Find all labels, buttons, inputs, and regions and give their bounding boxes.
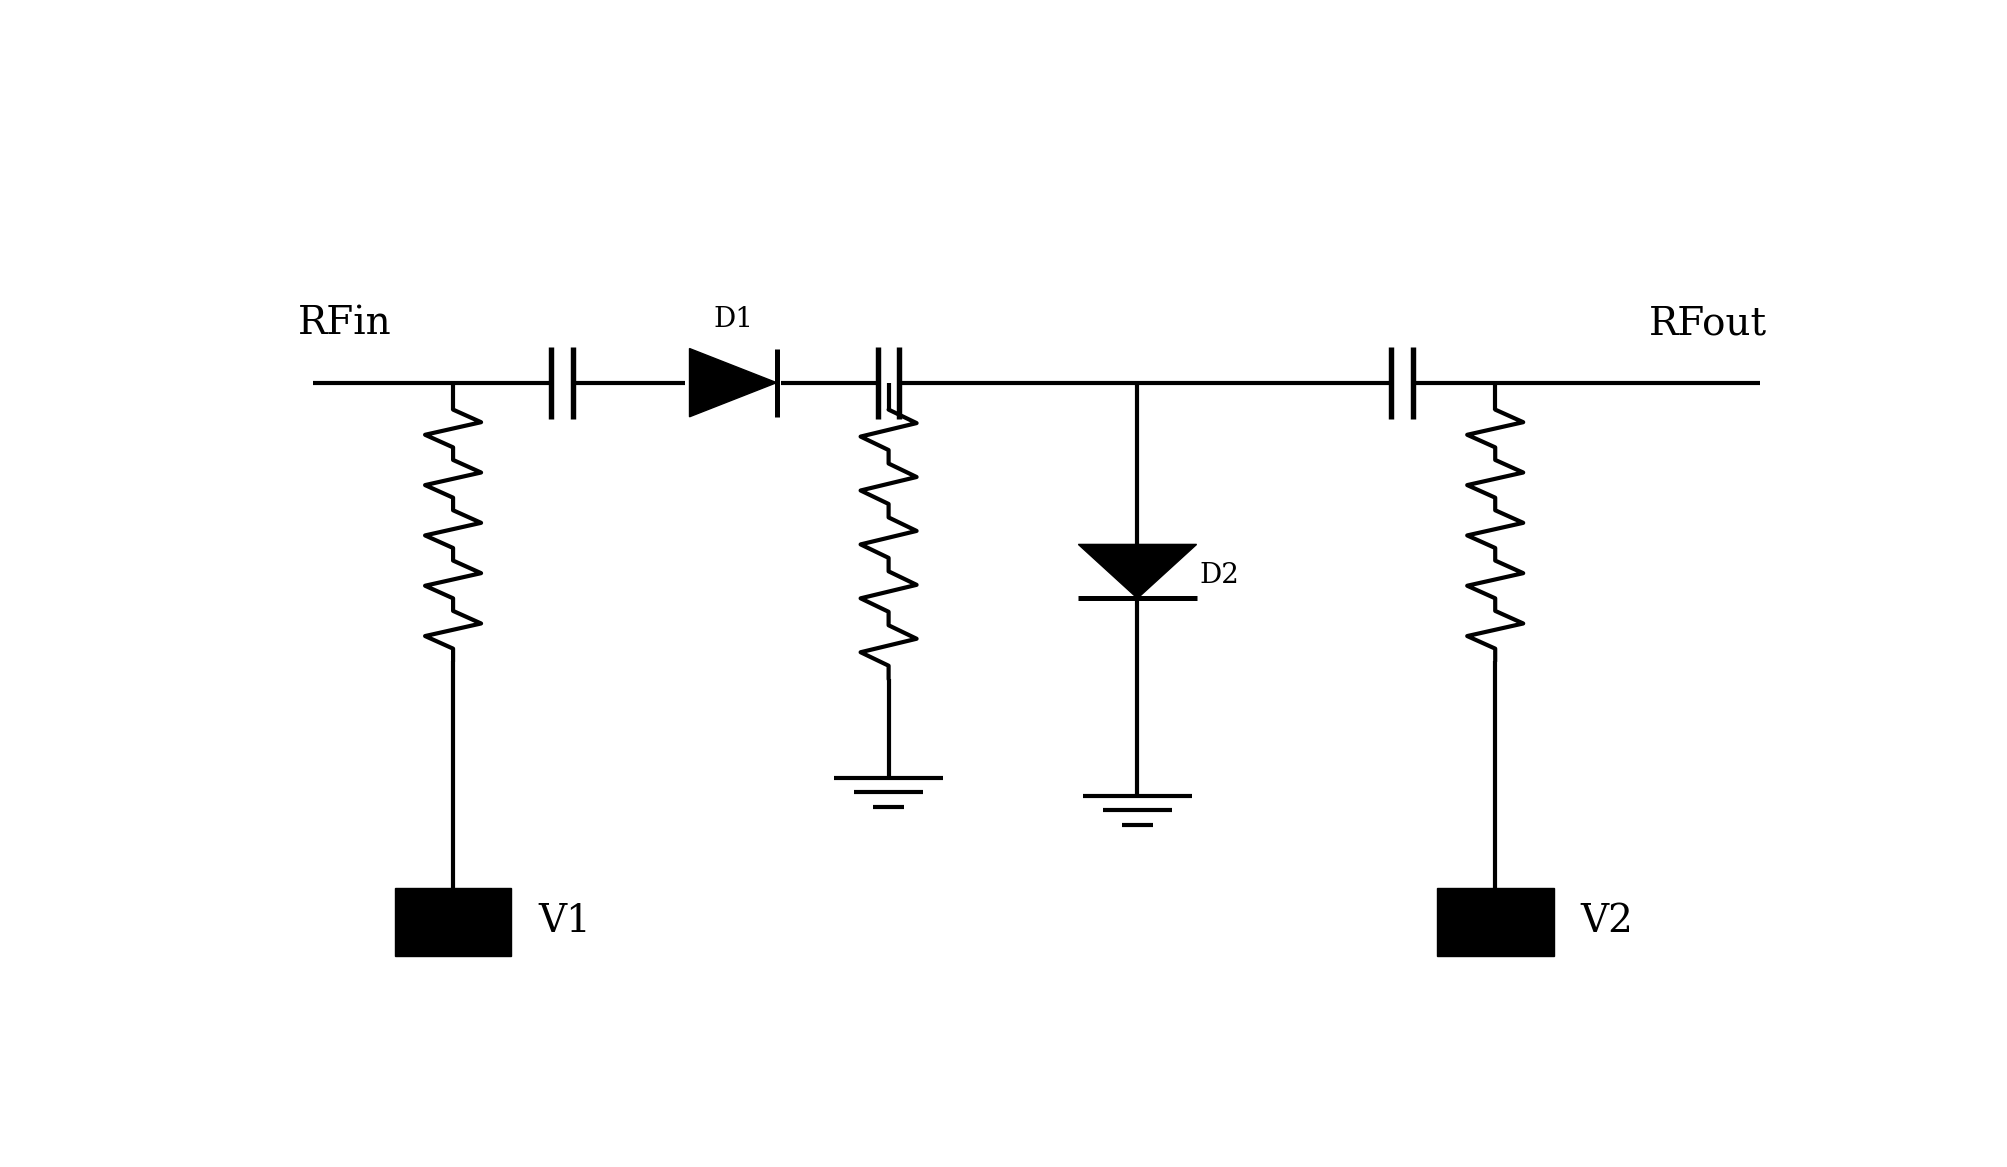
Text: RFin: RFin — [297, 306, 391, 342]
Bar — [1437, 888, 1553, 956]
Bar — [395, 888, 512, 956]
Text: V2: V2 — [1582, 903, 1634, 941]
Text: D1: D1 — [712, 306, 753, 334]
Text: RFout: RFout — [1650, 306, 1768, 342]
Polygon shape — [690, 349, 777, 417]
Polygon shape — [1078, 544, 1196, 599]
Text: V1: V1 — [538, 903, 592, 941]
Text: D2: D2 — [1200, 562, 1240, 589]
